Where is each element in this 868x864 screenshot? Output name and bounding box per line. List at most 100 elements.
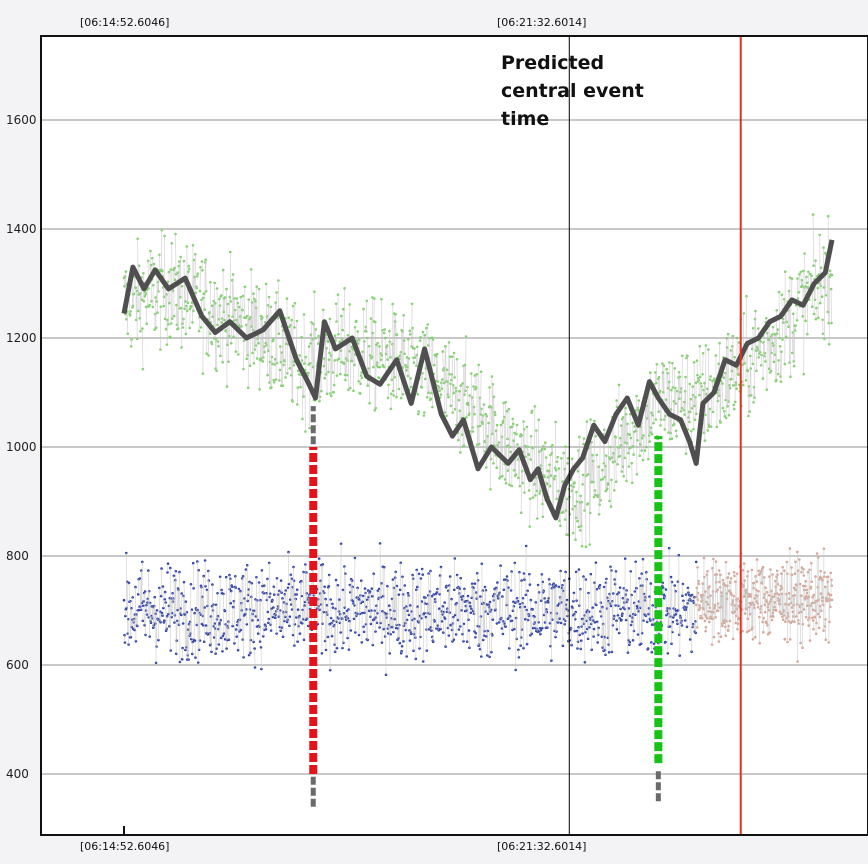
annotation-line-1: Predicted xyxy=(501,52,604,74)
data-point-green xyxy=(776,372,780,376)
data-point-blue xyxy=(324,597,327,601)
data-point-green xyxy=(266,373,269,377)
data-point-green xyxy=(419,336,422,339)
x-label-bottom-start: [06:14:52.6046] xyxy=(80,840,169,853)
data-point-blue xyxy=(331,606,335,609)
data-point-green xyxy=(170,317,174,320)
data-point-green xyxy=(257,287,261,291)
data-point-green xyxy=(335,374,339,377)
data-point-green xyxy=(465,416,468,419)
data-point-green xyxy=(448,355,452,359)
data-point-green xyxy=(510,425,514,429)
data-point-green xyxy=(487,421,490,425)
data-point-green xyxy=(180,346,183,349)
data-point-blue xyxy=(124,614,127,618)
data-point-green xyxy=(327,370,330,374)
data-point-green xyxy=(300,335,303,339)
data-point-green xyxy=(184,332,188,336)
data-point-green xyxy=(652,421,655,425)
data-point-green xyxy=(436,380,439,383)
data-point-green xyxy=(479,370,483,374)
data-point-green xyxy=(405,368,408,372)
data-point-green xyxy=(358,392,362,395)
data-point-green xyxy=(625,479,628,483)
data-point-green xyxy=(339,372,342,376)
y-tick-label: 1000 xyxy=(6,440,37,454)
data-point-green xyxy=(291,304,295,308)
data-point-green xyxy=(423,411,426,414)
data-point-green xyxy=(277,332,281,336)
data-point-green xyxy=(386,396,390,400)
data-point-green xyxy=(453,376,456,379)
data-point-green xyxy=(208,332,212,335)
data-point-green xyxy=(830,273,834,277)
data-point-green xyxy=(678,397,681,400)
data-point-green xyxy=(451,411,455,414)
data-point-green xyxy=(418,339,422,342)
data-point-green xyxy=(424,377,427,381)
data-point-green xyxy=(278,379,281,382)
data-point-green xyxy=(663,428,667,431)
data-point-green xyxy=(274,378,278,381)
data-point-green xyxy=(657,410,660,413)
data-point-green xyxy=(165,343,169,346)
data-point-green xyxy=(431,338,435,341)
data-point-green xyxy=(355,319,358,323)
data-point-green xyxy=(450,378,453,382)
data-point-green xyxy=(499,423,503,427)
data-point-green xyxy=(304,430,307,433)
data-point-green xyxy=(643,449,647,452)
data-point-green xyxy=(623,456,626,460)
data-point-blue xyxy=(271,598,274,602)
data-point-green xyxy=(671,386,675,389)
data-point-green xyxy=(761,377,765,380)
data-point-blue xyxy=(302,570,305,574)
data-point-green xyxy=(318,399,321,403)
data-point-green xyxy=(325,392,329,396)
data-point-green xyxy=(508,483,511,487)
data-point-green xyxy=(216,323,219,327)
data-point-green xyxy=(328,351,331,355)
data-point-green xyxy=(715,425,719,429)
data-point-green xyxy=(320,389,323,393)
data-point-green xyxy=(433,363,436,367)
data-point-green xyxy=(151,305,155,309)
data-point-green xyxy=(203,308,207,311)
data-point-green xyxy=(399,396,403,400)
data-point-green xyxy=(764,360,767,363)
data-point-green xyxy=(301,417,304,421)
data-point-green xyxy=(609,505,613,508)
data-point-green xyxy=(445,368,449,372)
data-point-green xyxy=(308,362,312,365)
y-tick-label: 800 xyxy=(6,549,29,563)
x-label-bottom-mid: [06:21:32.6014] xyxy=(497,840,586,853)
data-point-green xyxy=(648,440,651,443)
data-point-green xyxy=(812,312,816,316)
data-point-green xyxy=(413,356,417,359)
data-point-green xyxy=(251,351,254,355)
data-point-green xyxy=(733,400,737,404)
data-point-green xyxy=(162,304,165,308)
data-point-green xyxy=(261,360,265,363)
data-point-green xyxy=(168,301,171,305)
data-point-green xyxy=(439,393,443,396)
data-point-green xyxy=(169,336,172,339)
data-point-green xyxy=(188,326,191,330)
data-point-green xyxy=(282,363,285,367)
annotation-line-3: time xyxy=(501,108,549,130)
data-point-green xyxy=(823,337,826,341)
data-point-green xyxy=(316,342,320,345)
data-point-green xyxy=(703,439,707,442)
data-point-green xyxy=(344,378,347,382)
data-point-green xyxy=(454,386,457,390)
data-point-green xyxy=(447,395,450,399)
data-point-green xyxy=(684,452,688,455)
data-point-green xyxy=(293,326,296,329)
data-point-blue xyxy=(298,632,302,635)
data-point-green xyxy=(741,383,745,387)
data-point-green xyxy=(518,484,522,488)
data-point-green xyxy=(751,362,754,366)
data-point-green xyxy=(141,367,145,371)
data-point-green xyxy=(317,334,320,338)
data-point-pink xyxy=(830,598,834,602)
